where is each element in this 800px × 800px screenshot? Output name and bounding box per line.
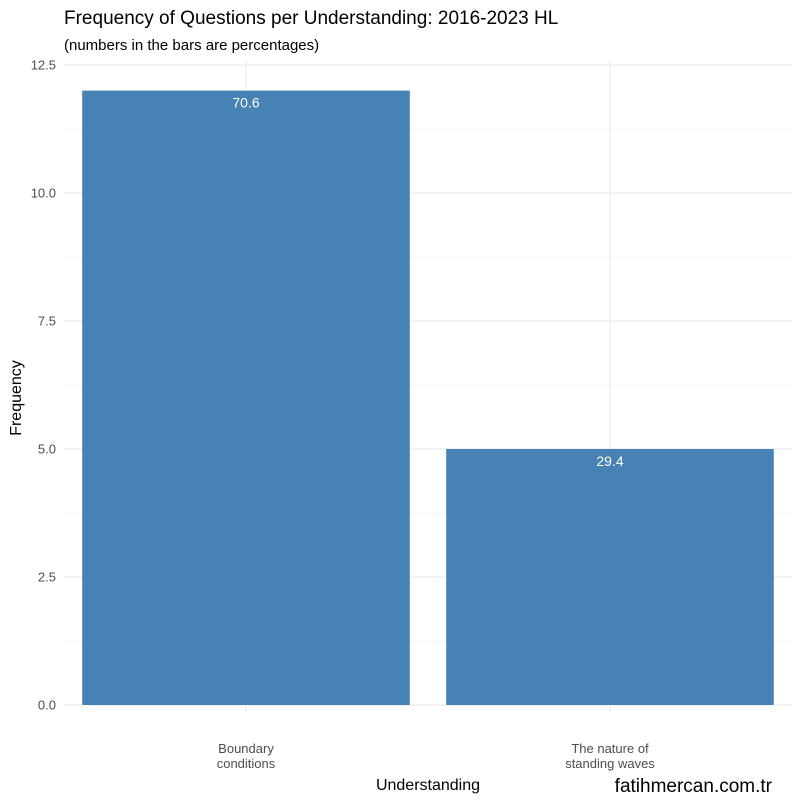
y-tick-label: 0.0 bbox=[38, 698, 56, 713]
x-axis-title: Understanding bbox=[376, 777, 480, 794]
y-tick-label: 7.5 bbox=[38, 314, 56, 329]
chart-subtitle: (numbers in the bars are percentages) bbox=[64, 37, 319, 54]
y-tick-label: 10.0 bbox=[31, 186, 56, 201]
bar-label: 29.4 bbox=[596, 453, 623, 469]
x-tick-label: The nature of standing waves bbox=[565, 741, 655, 771]
x-tick-label: Boundary conditions bbox=[217, 741, 276, 771]
bars: 70.6 29.4 bbox=[82, 90, 774, 706]
chart-title: Frequency of Questions per Understanding… bbox=[64, 8, 558, 29]
y-axis-title: Frequency bbox=[8, 360, 25, 436]
y-tick-label: 12.5 bbox=[31, 58, 56, 73]
bar-label: 70.6 bbox=[232, 95, 259, 111]
caption: fatihmercan.com.tr bbox=[615, 776, 773, 797]
x-axis-ticks: Boundary conditions The nature of standing … bbox=[217, 741, 656, 771]
y-tick-label: 2.5 bbox=[38, 570, 56, 585]
y-axis-ticks: 0.0 2.5 5.0 7.5 10.0 12.5 bbox=[31, 58, 56, 713]
bar bbox=[82, 90, 410, 706]
bar bbox=[446, 449, 774, 705]
y-tick-label: 5.0 bbox=[38, 442, 56, 457]
